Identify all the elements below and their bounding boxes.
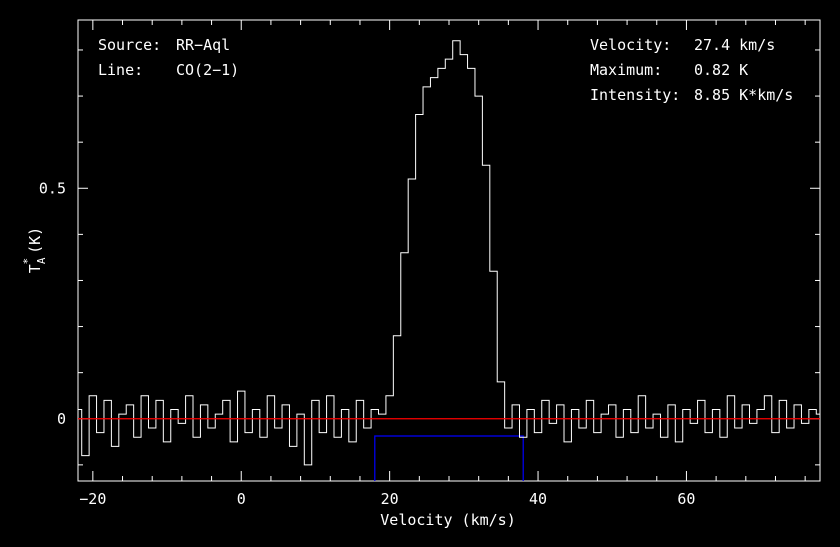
- info-left-key-1: Line:: [98, 61, 143, 79]
- y-axis-label-sub: A: [35, 257, 48, 264]
- info-left-key-0: Source:: [98, 36, 161, 54]
- x-tick-label: 60: [677, 490, 695, 508]
- spectrum-line: [78, 40, 820, 466]
- velocity-window-box: [374, 435, 524, 481]
- info-right-value-2: 8.85 K*km/s: [694, 86, 793, 104]
- y-tick-label: 0: [57, 410, 66, 428]
- axes-group: −20 0 20 40 60 0 0.5: [39, 19, 821, 508]
- info-right-key-0: Velocity:: [590, 36, 671, 54]
- y-axis-label-main: T: [26, 264, 44, 273]
- x-tick-label: 0: [237, 490, 246, 508]
- x-tick-label: −20: [79, 490, 106, 508]
- info-right-value-0: 27.4 km/s: [694, 36, 775, 54]
- info-left-value-0: RR−Aql: [176, 36, 230, 54]
- marks-group: [78, 40, 820, 481]
- y-axis-label-unit: (K): [26, 227, 44, 254]
- info-text-group: Source: RR−Aql Line: CO(2−1) Velocity: 2…: [98, 36, 793, 104]
- x-tick-label: 20: [381, 490, 399, 508]
- y-axis-label-sup: *: [21, 258, 34, 265]
- y-axis-label-text: TA* (K): [21, 227, 48, 273]
- info-right-key-2: Intensity:: [590, 86, 680, 104]
- info-left-value-1: CO(2−1): [176, 61, 239, 79]
- x-axis-label: Velocity (km/s): [380, 511, 515, 529]
- x-tick-label: 40: [529, 490, 547, 508]
- y-tick-label: 0.5: [39, 179, 66, 197]
- info-right-key-1: Maximum:: [590, 61, 662, 79]
- y-axis-label: TA* (K): [21, 227, 48, 273]
- info-right-value-1: 0.82 K: [694, 61, 748, 79]
